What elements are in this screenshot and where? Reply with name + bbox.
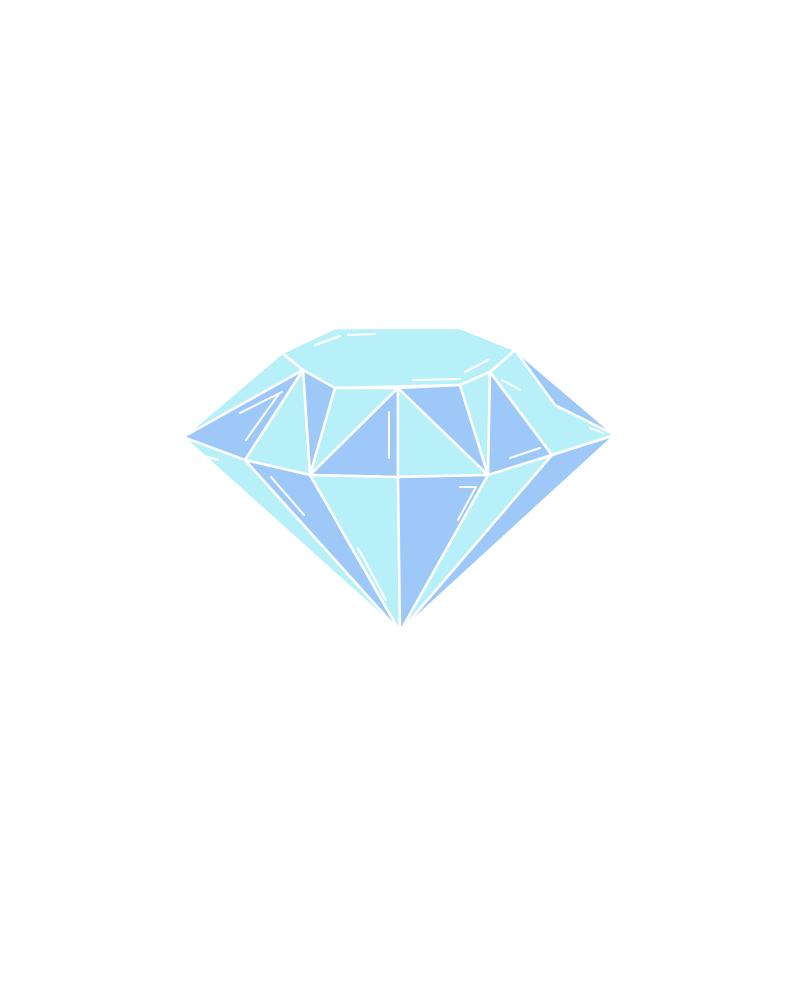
highlight-line: [203, 455, 219, 461]
highlight-line: [501, 379, 521, 391]
highlight-line: [457, 486, 477, 521]
highlight-line: [464, 359, 489, 373]
facet-pavilion-right-outer: [398, 433, 617, 634]
highlight-line: [270, 476, 305, 516]
highlight-line: [239, 391, 283, 414]
diamond-highlights: [203, 333, 604, 601]
highlight-line: [589, 427, 604, 434]
highlight-line: [509, 447, 541, 459]
highlight-line: [357, 547, 387, 601]
highlight-line: [314, 335, 341, 346]
highlight-line: [347, 333, 376, 336]
diamond: [181, 326, 617, 634]
highlight-line: [245, 394, 279, 441]
highlight-line: [412, 378, 461, 381]
facet-crown-right-far: [513, 348, 617, 437]
